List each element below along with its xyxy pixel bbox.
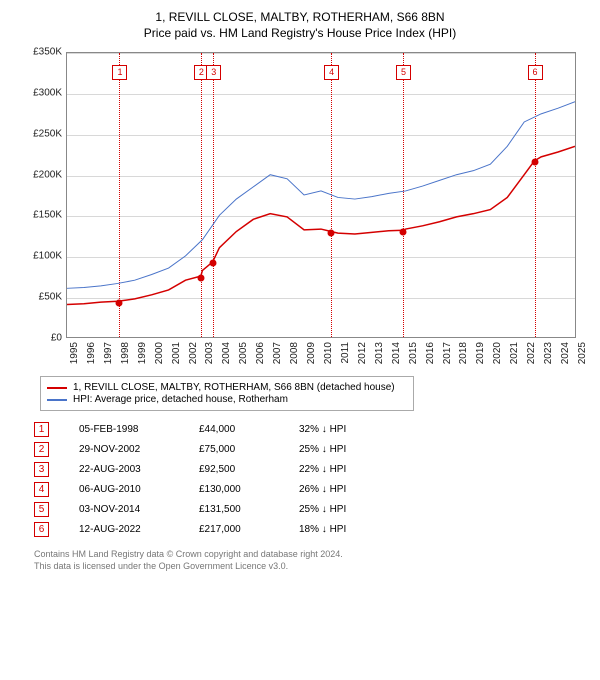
legend-row-red: 1, REVILL CLOSE, MALTBY, ROTHERHAM, S66 … xyxy=(47,382,407,393)
sales-row: 1 05-FEB-1998£44,00032% ↓ HPI xyxy=(34,419,590,439)
y-axis-label: £200K xyxy=(33,169,62,180)
plot-area: 123456 xyxy=(66,52,576,338)
footer-attribution: Contains HM Land Registry data © Crown c… xyxy=(34,549,590,572)
y-axis-label: £50K xyxy=(39,292,62,303)
footer-line1: Contains HM Land Registry data © Crown c… xyxy=(34,549,590,561)
y-axis-label: £100K xyxy=(33,251,62,262)
sale-number-badge: 1 xyxy=(34,422,49,437)
title-subtitle: Price paid vs. HM Land Registry's House … xyxy=(10,26,590,40)
chart-container: 123456 £0£50K£100K£150K£200K£250K£300K£3… xyxy=(20,48,580,368)
sale-price: £75,000 xyxy=(199,444,299,455)
sale-diff-vs-hpi: 26% ↓ HPI xyxy=(299,484,399,495)
sales-table: 1 05-FEB-1998£44,00032% ↓ HPI 2 29-NOV-2002… xyxy=(34,419,590,539)
sale-number-badge: 3 xyxy=(34,462,49,477)
legend: 1, REVILL CLOSE, MALTBY, ROTHERHAM, S66 … xyxy=(40,376,414,411)
legend-label-blue: HPI: Average price, detached house, Roth… xyxy=(73,394,288,405)
sale-diff-vs-hpi: 25% ↓ HPI xyxy=(299,504,399,515)
sale-diff-vs-hpi: 25% ↓ HPI xyxy=(299,444,399,455)
sale-marker-badge: 3 xyxy=(206,65,221,80)
sales-row: 2 29-NOV-2002£75,00025% ↓ HPI xyxy=(34,439,590,459)
sale-date: 22-AUG-2003 xyxy=(79,464,199,475)
sale-date: 06-AUG-2010 xyxy=(79,484,199,495)
sale-dot xyxy=(531,158,538,165)
sales-row: 3 22-AUG-2003£92,50022% ↓ HPI xyxy=(34,459,590,479)
sale-price: £217,000 xyxy=(199,524,299,535)
chart-title-block: 1, REVILL CLOSE, MALTBY, ROTHERHAM, S66 … xyxy=(10,10,590,40)
legend-row-blue: HPI: Average price, detached house, Roth… xyxy=(47,394,407,405)
y-axis-label: £0 xyxy=(51,333,62,344)
sale-diff-vs-hpi: 32% ↓ HPI xyxy=(299,424,399,435)
sale-dot xyxy=(197,274,204,281)
sale-dot xyxy=(210,260,217,267)
sale-dot xyxy=(399,228,406,235)
line-series-svg xyxy=(67,53,575,337)
sale-date: 12-AUG-2022 xyxy=(79,524,199,535)
sale-diff-vs-hpi: 18% ↓ HPI xyxy=(299,524,399,535)
sale-number-badge: 2 xyxy=(34,442,49,457)
sale-date: 03-NOV-2014 xyxy=(79,504,199,515)
sales-row: 5 03-NOV-2014£131,50025% ↓ HPI xyxy=(34,499,590,519)
sale-price: £44,000 xyxy=(199,424,299,435)
sale-price: £92,500 xyxy=(199,464,299,475)
sale-number-badge: 5 xyxy=(34,502,49,517)
sale-dot xyxy=(328,229,335,236)
sale-date: 05-FEB-1998 xyxy=(79,424,199,435)
sale-number-badge: 6 xyxy=(34,522,49,537)
sale-price: £130,000 xyxy=(199,484,299,495)
sale-diff-vs-hpi: 22% ↓ HPI xyxy=(299,464,399,475)
sale-marker-badge: 1 xyxy=(112,65,127,80)
legend-swatch-blue xyxy=(47,399,67,401)
x-axis-label: 2025 xyxy=(577,342,600,364)
sale-number-badge: 4 xyxy=(34,482,49,497)
sale-dot xyxy=(116,300,123,307)
sale-marker-badge: 5 xyxy=(396,65,411,80)
legend-label-red: 1, REVILL CLOSE, MALTBY, ROTHERHAM, S66 … xyxy=(73,382,395,393)
y-axis-label: £250K xyxy=(33,128,62,139)
y-axis-label: £300K xyxy=(33,87,62,98)
sale-price: £131,500 xyxy=(199,504,299,515)
legend-swatch-red xyxy=(47,387,67,389)
footer-line2: This data is licensed under the Open Gov… xyxy=(34,561,590,573)
sale-marker-badge: 4 xyxy=(324,65,339,80)
y-axis-label: £350K xyxy=(33,47,62,58)
y-axis-label: £150K xyxy=(33,210,62,221)
sales-row: 4 06-AUG-2010£130,00026% ↓ HPI xyxy=(34,479,590,499)
sale-marker-badge: 6 xyxy=(528,65,543,80)
sale-date: 29-NOV-2002 xyxy=(79,444,199,455)
title-address: 1, REVILL CLOSE, MALTBY, ROTHERHAM, S66 … xyxy=(10,10,590,24)
sales-row: 6 12-AUG-2022£217,00018% ↓ HPI xyxy=(34,519,590,539)
